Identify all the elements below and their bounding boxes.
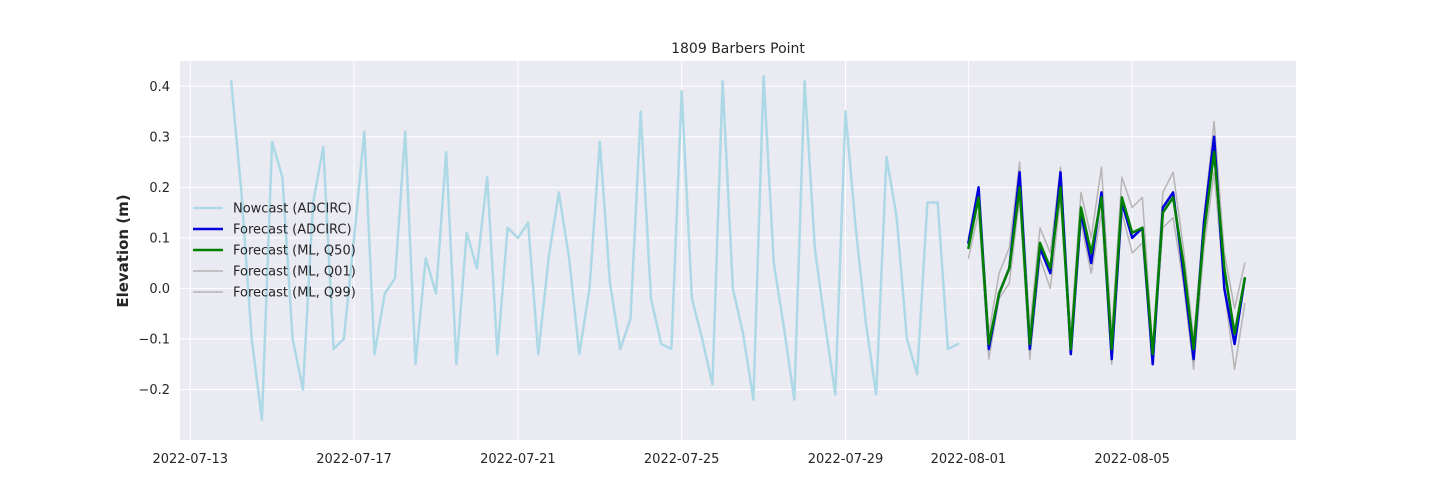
legend-label: Forecast (ML, Q50) [233, 244, 356, 259]
y-ticks: 0.4 0.3 0.2 0.1 0.0 −0.1 −0.2 [138, 80, 170, 398]
y-tick-label: 0.2 [149, 181, 170, 196]
y-axis-label: Elevation (m) [114, 194, 132, 307]
series-group [229, 74, 1247, 422]
y-tick-label: −0.1 [138, 332, 170, 347]
plot-area [180, 61, 1296, 440]
y-tick-label: −0.2 [138, 383, 170, 398]
legend: Nowcast (ADCIRC) Forecast (ADCIRC) Forecas… [193, 202, 356, 301]
x-ticks: 2022-07-13 2022-07-17 2022-07-21 2022-07-25… [152, 452, 1170, 467]
y-tick-label: 0.4 [149, 80, 170, 95]
chart-title: 1809 Barbers Point [671, 41, 805, 57]
x-tick-label: 2022-07-29 [808, 452, 884, 467]
x-tick-label: 2022-07-25 [644, 452, 720, 467]
y-tick-label: 0.0 [149, 282, 170, 297]
x-tick-label: 2022-08-05 [1094, 452, 1170, 467]
y-tick-label: 0.3 [149, 130, 170, 145]
series-line-0 [229, 74, 960, 422]
legend-label: Forecast (ML, Q01) [233, 265, 356, 280]
legend-label: Forecast (ADCIRC) [233, 223, 352, 238]
legend-label: Nowcast (ADCIRC) [233, 202, 352, 217]
x-tick-label: 2022-08-01 [931, 452, 1007, 467]
legend-label: Forecast (ML, Q99) [233, 286, 356, 301]
series-line-2 [967, 150, 1247, 356]
y-tick-label: 0.1 [149, 231, 170, 246]
x-tick-label: 2022-07-13 [152, 452, 228, 467]
x-tick-label: 2022-07-21 [480, 452, 556, 467]
x-tick-label: 2022-07-17 [316, 452, 392, 467]
